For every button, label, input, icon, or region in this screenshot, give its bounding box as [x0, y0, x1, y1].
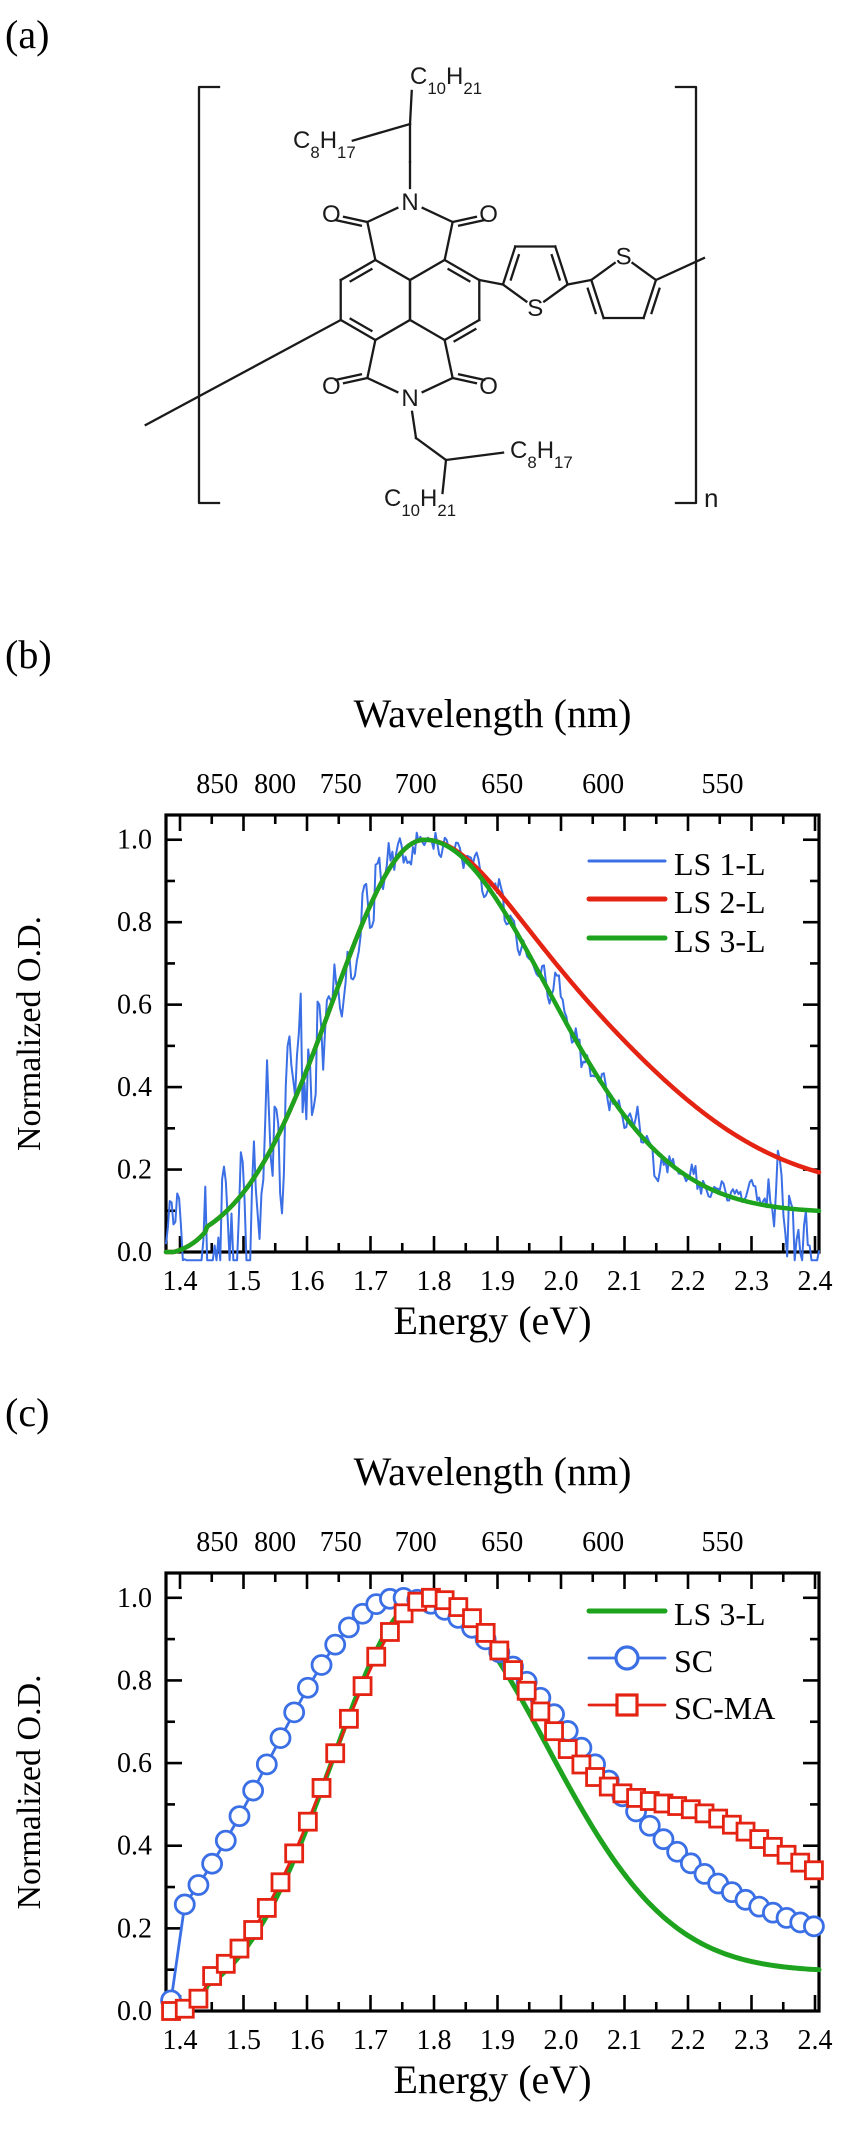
- svg-text:1.0: 1.0: [117, 1583, 152, 1614]
- svg-text:Normalized O.D.: Normalized O.D.: [11, 916, 48, 1151]
- svg-text:LS 3-L: LS 3-L: [674, 923, 766, 959]
- svg-text:2.1: 2.1: [607, 2025, 642, 2056]
- svg-text:1.5: 1.5: [226, 1266, 261, 1297]
- svg-text:1.7: 1.7: [353, 1266, 388, 1297]
- svg-text:0.6: 0.6: [117, 1748, 152, 1779]
- svg-text:1.9: 1.9: [480, 2025, 515, 2056]
- svg-text:750: 750: [320, 769, 362, 800]
- svg-text:0.6: 0.6: [117, 990, 152, 1021]
- svg-text:2.3: 2.3: [734, 1266, 769, 1297]
- svg-text:700: 700: [395, 769, 437, 800]
- svg-text:LS 1-L: LS 1-L: [674, 846, 766, 882]
- svg-text:800: 800: [254, 769, 296, 800]
- svg-text:O: O: [479, 201, 498, 228]
- svg-text:2.4: 2.4: [798, 1266, 833, 1297]
- svg-text:SC-MA: SC-MA: [674, 1690, 775, 1726]
- svg-text:1.0: 1.0: [117, 825, 152, 856]
- svg-text:650: 650: [481, 1527, 523, 1558]
- svg-text:LS 2-L: LS 2-L: [674, 884, 766, 920]
- svg-text:O: O: [479, 373, 498, 400]
- svg-text:1.4: 1.4: [163, 1266, 198, 1297]
- svg-text:700: 700: [395, 1527, 437, 1558]
- svg-text:1.4: 1.4: [163, 2025, 198, 2056]
- svg-text:850: 850: [196, 1527, 238, 1558]
- svg-text:C8H17: C8H17: [293, 127, 356, 162]
- svg-text:(a): (a): [5, 12, 49, 57]
- svg-text:O: O: [322, 373, 341, 400]
- svg-text:1.8: 1.8: [417, 2025, 452, 2056]
- svg-text:750: 750: [320, 1527, 362, 1558]
- svg-text:550: 550: [701, 769, 743, 800]
- svg-text:0.2: 0.2: [117, 1155, 152, 1186]
- svg-text:1.5: 1.5: [226, 2025, 261, 2056]
- svg-text:1.8: 1.8: [417, 1266, 452, 1297]
- svg-text:0.0: 0.0: [117, 1996, 152, 2027]
- svg-text:(b): (b): [5, 632, 52, 677]
- svg-text:N: N: [401, 385, 418, 412]
- svg-text:650: 650: [481, 769, 523, 800]
- svg-text:O: O: [322, 201, 341, 228]
- svg-text:0.8: 0.8: [117, 907, 152, 938]
- svg-text:N: N: [401, 189, 418, 216]
- svg-text:800: 800: [254, 1527, 296, 1558]
- svg-text:2.2: 2.2: [671, 1266, 706, 1297]
- svg-text:0.8: 0.8: [117, 1665, 152, 1696]
- svg-text:Energy (eV): Energy (eV): [393, 2057, 591, 2102]
- svg-text:1.6: 1.6: [290, 1266, 325, 1297]
- svg-text:1.7: 1.7: [353, 2025, 388, 2056]
- svg-text:0.4: 0.4: [117, 1831, 152, 1862]
- svg-text:2.0: 2.0: [544, 1266, 579, 1297]
- svg-text:2.4: 2.4: [798, 2025, 833, 2056]
- svg-text:2.3: 2.3: [734, 2025, 769, 2056]
- svg-text:2.1: 2.1: [607, 1266, 642, 1297]
- svg-text:C8H17: C8H17: [510, 437, 573, 472]
- svg-text:600: 600: [582, 1527, 624, 1558]
- svg-text:S: S: [527, 295, 543, 322]
- svg-text:C10H21: C10H21: [410, 63, 482, 98]
- svg-text:1.9: 1.9: [480, 1266, 515, 1297]
- svg-text:1.6: 1.6: [290, 2025, 325, 2056]
- svg-text:LS 3-L: LS 3-L: [674, 1596, 766, 1632]
- svg-text:Wavelength (nm): Wavelength (nm): [354, 1449, 632, 1494]
- svg-text:850: 850: [196, 769, 238, 800]
- svg-text:(c): (c): [5, 1390, 49, 1435]
- svg-text:0.4: 0.4: [117, 1072, 152, 1103]
- svg-text:0.2: 0.2: [117, 1913, 152, 1944]
- svg-text:0.0: 0.0: [117, 1237, 152, 1268]
- svg-text:Normalized O.D.: Normalized O.D.: [11, 1674, 48, 1909]
- svg-text:SC: SC: [674, 1643, 713, 1679]
- svg-text:S: S: [616, 244, 632, 271]
- svg-text:n: n: [704, 483, 718, 513]
- svg-text:Wavelength (nm): Wavelength (nm): [354, 691, 632, 736]
- svg-text:Energy (eV): Energy (eV): [393, 1298, 591, 1343]
- svg-text:600: 600: [582, 769, 624, 800]
- svg-text:2.0: 2.0: [544, 2025, 579, 2056]
- svg-text:550: 550: [701, 1527, 743, 1558]
- svg-text:C10H21: C10H21: [384, 485, 456, 520]
- svg-text:2.2: 2.2: [671, 2025, 706, 2056]
